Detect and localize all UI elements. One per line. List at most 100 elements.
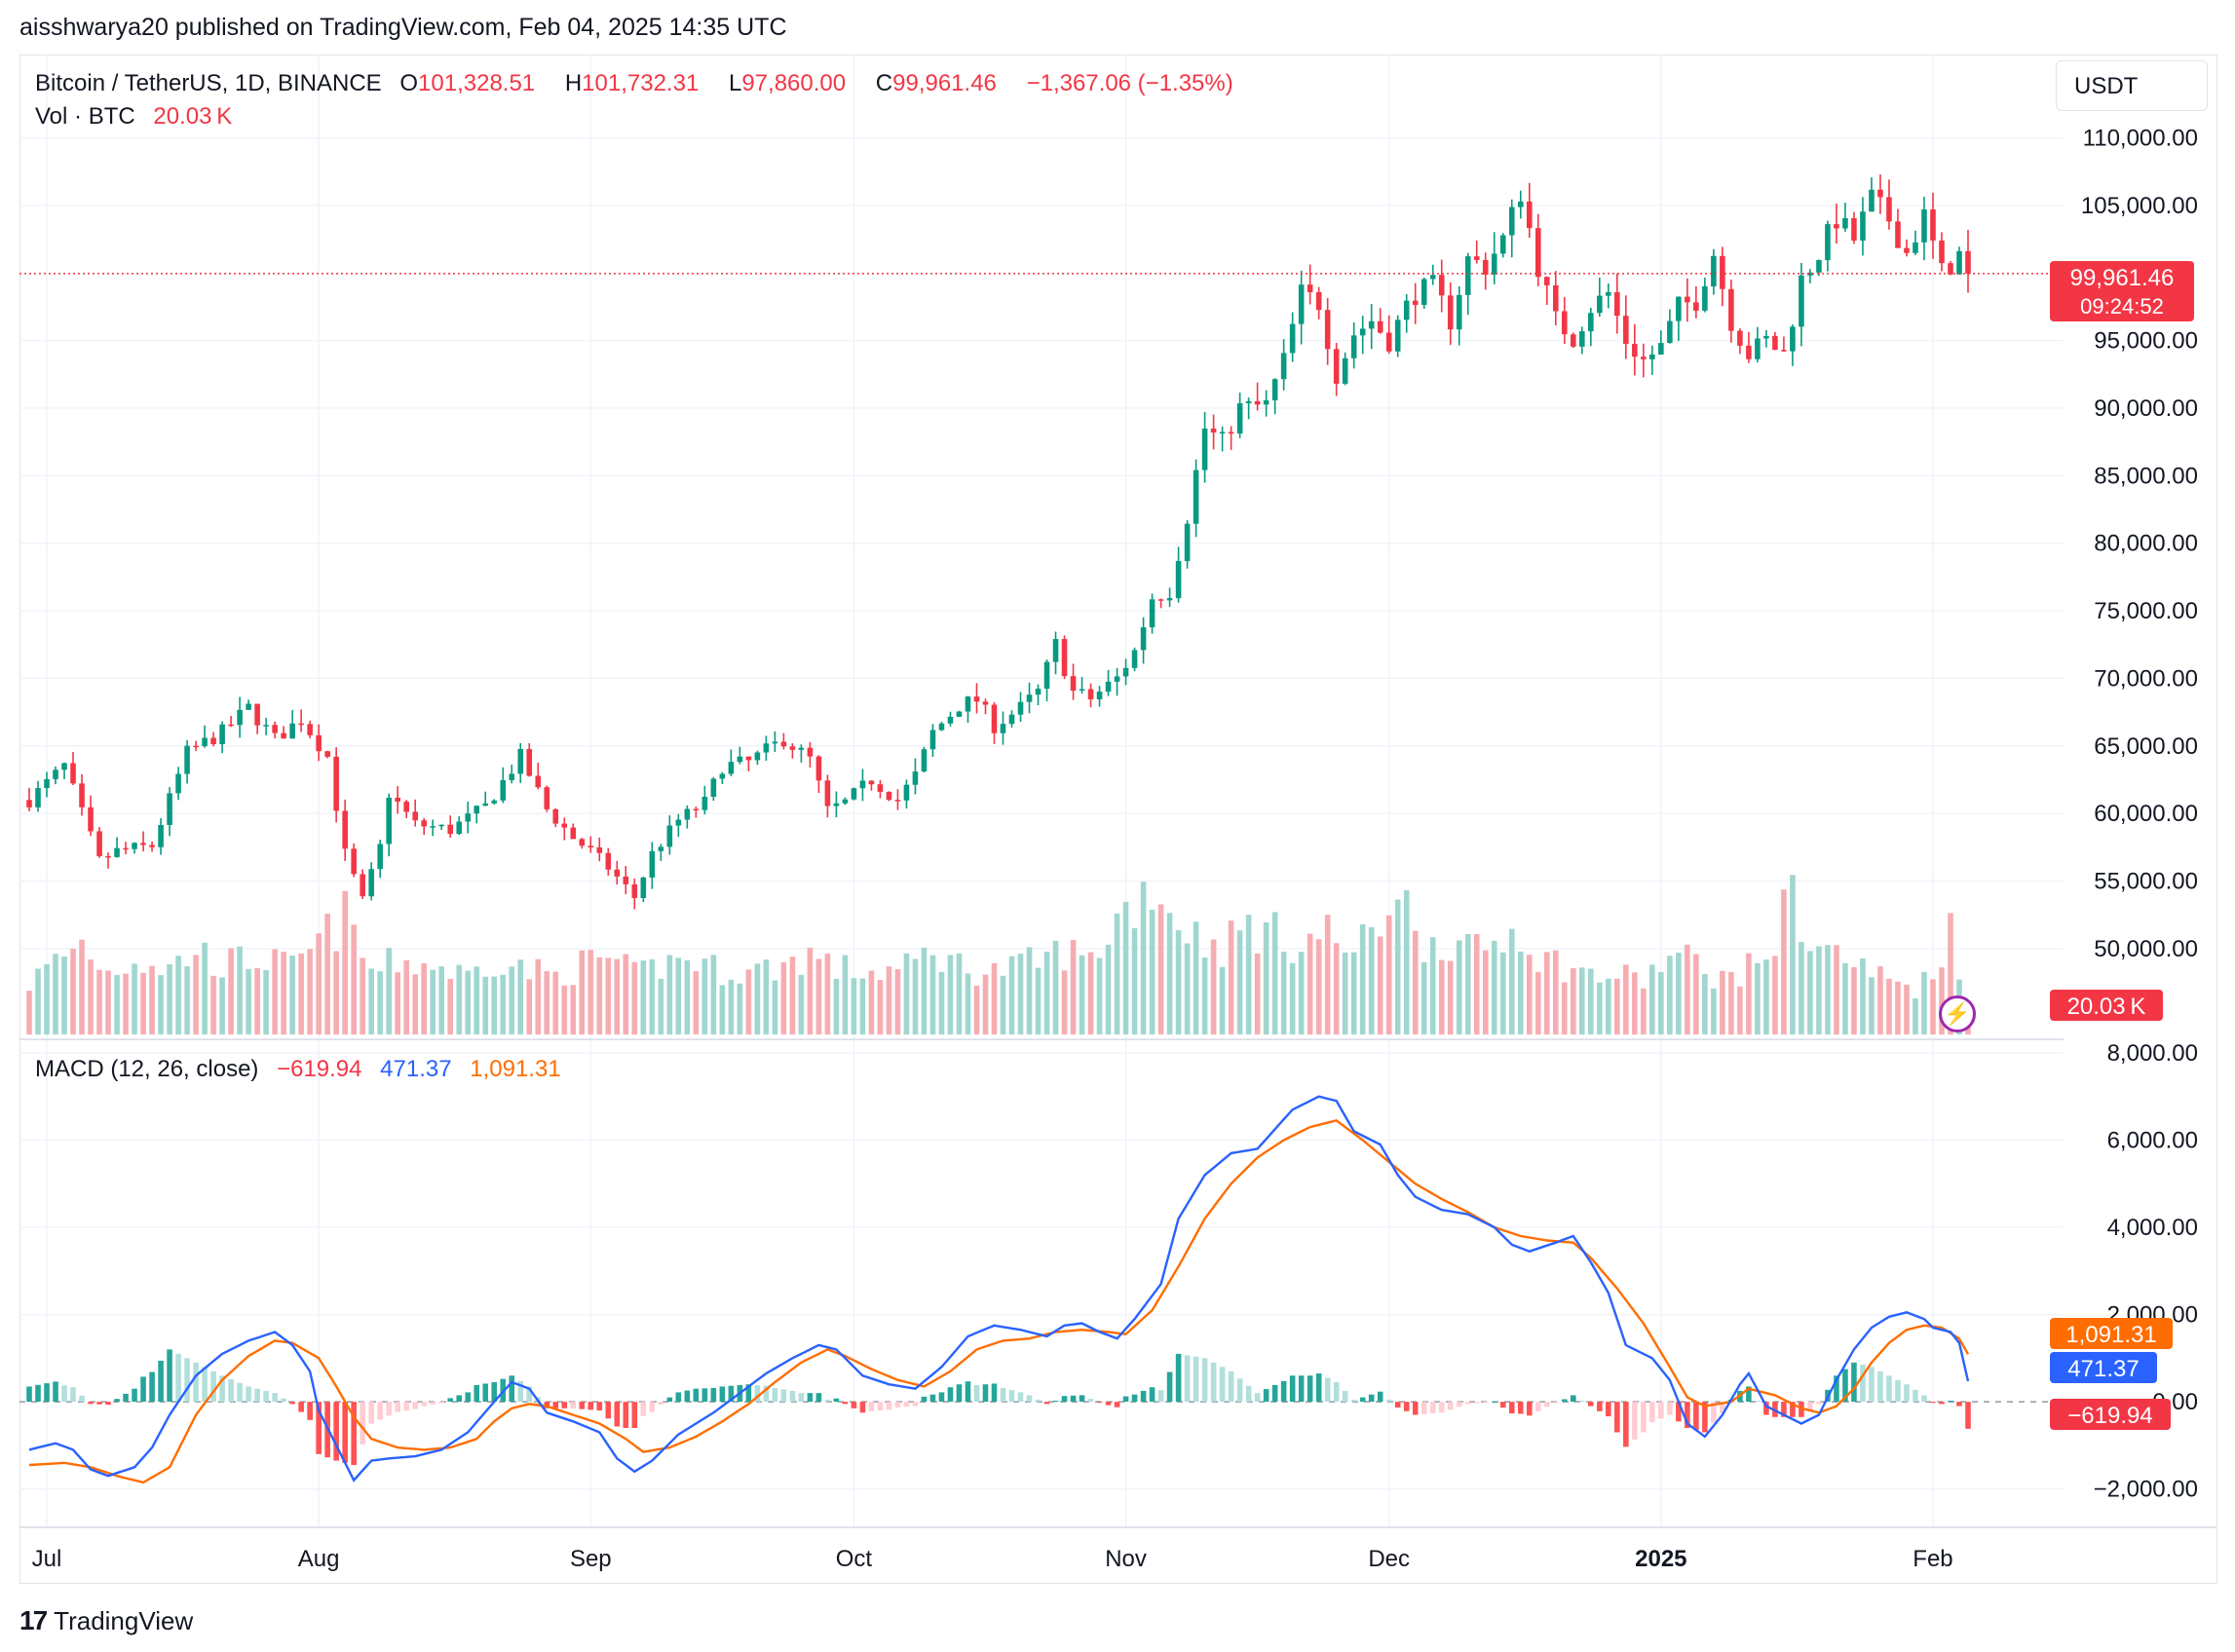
symbol-title[interactable]: Bitcoin / TetherUS, 1D, BINANCE	[35, 70, 382, 96]
candle-body	[44, 778, 50, 789]
candle-body	[1228, 432, 1234, 434]
volume-bar	[912, 958, 919, 1034]
volume-label[interactable]: Vol · BTC	[35, 103, 135, 130]
candle-body	[579, 839, 586, 846]
macd-histogram-bar	[289, 1402, 295, 1405]
candle-body	[1956, 250, 1962, 275]
price-tick-label: 80,000.00	[2094, 531, 2198, 557]
last-price-badge-value: 99,961.46	[2070, 265, 2175, 291]
volume-bar	[991, 962, 998, 1034]
macd-histogram-bar	[824, 1399, 831, 1403]
volume-bar	[693, 971, 700, 1034]
candle-body	[1588, 313, 1594, 332]
currency-unit-button[interactable]: USDT	[2056, 60, 2208, 111]
candle-body	[1087, 689, 1094, 699]
volume-bar	[1543, 952, 1550, 1034]
macd-histogram-bar	[1280, 1380, 1287, 1403]
candle-body	[1070, 676, 1077, 691]
macd-histogram-bar	[886, 1402, 892, 1410]
macd-histogram-bar	[202, 1367, 208, 1403]
volume-bar	[1939, 967, 1945, 1034]
macd-histogram-bar	[596, 1402, 603, 1411]
macd-histogram-bar	[263, 1390, 269, 1403]
candle-body	[1571, 334, 1576, 347]
macd-histogram-bar	[1000, 1387, 1006, 1403]
volume-bar	[1070, 939, 1077, 1034]
macd-histogram-bar	[193, 1362, 199, 1403]
candle-body	[789, 746, 796, 750]
macd-histogram-bar	[754, 1384, 761, 1403]
change-value: −1,367.06 (−1.35%)	[1026, 70, 1233, 96]
macd-histogram-bar	[509, 1375, 515, 1403]
volume-bar	[465, 970, 472, 1034]
volume-bar	[1114, 913, 1120, 1034]
macd-label[interactable]: MACD (12, 26, close)	[35, 1056, 259, 1082]
macd-histogram-bar	[184, 1358, 190, 1403]
macd-histogram-bar	[851, 1402, 857, 1408]
close-label: C	[875, 70, 893, 96]
volume-bar	[973, 985, 980, 1034]
macd-histogram-bar	[877, 1402, 884, 1411]
volume-bar	[868, 970, 875, 1034]
volume-bar	[1043, 952, 1050, 1034]
price-tick-label: 90,000.00	[2094, 395, 2198, 422]
macd-tick-label: 4,000.00	[2107, 1215, 2198, 1241]
macd-histogram-bar	[140, 1376, 146, 1403]
macd-histogram-bar	[1562, 1399, 1568, 1403]
chart-frame[interactable]	[19, 55, 2217, 1584]
volume-bar	[842, 955, 849, 1034]
candle-body	[807, 747, 814, 757]
candle-body	[605, 852, 612, 870]
volume-bar	[1508, 928, 1515, 1034]
volume-bar	[535, 958, 542, 1034]
candle-body	[368, 869, 374, 897]
candle-body	[482, 803, 489, 807]
candle-body	[307, 724, 313, 735]
macd-histogram-bar	[1649, 1402, 1655, 1423]
macd-histogram-bar	[579, 1402, 586, 1409]
candle-body	[1324, 310, 1331, 350]
macd-histogram-bar	[167, 1349, 172, 1403]
volume-bar	[1641, 988, 1647, 1034]
lightning-icon[interactable]: ⚡	[1939, 995, 1976, 1032]
volume-bar	[1534, 971, 1541, 1034]
price-tick-label: 65,000.00	[2094, 733, 2198, 760]
volume-bar	[965, 973, 971, 1034]
price-tick-label: 70,000.00	[2094, 665, 2198, 692]
macd-histogram-bar	[333, 1402, 339, 1461]
candle-body	[851, 788, 857, 800]
macd-histogram-bar	[1579, 1401, 1585, 1403]
volume-bar	[1254, 953, 1261, 1034]
macd-histogram-bar	[175, 1353, 181, 1403]
volume-bar	[1904, 984, 1910, 1034]
macd-histogram-bar	[123, 1393, 129, 1403]
volume-bar	[228, 948, 234, 1034]
volume-bar	[1122, 901, 1129, 1034]
macd-histogram-bar	[728, 1385, 735, 1403]
candle-body	[833, 803, 840, 807]
candle-body	[1965, 250, 1971, 274]
volume-bar	[1394, 899, 1401, 1034]
candle-body	[859, 780, 866, 789]
macd-hist-badge-value: −619.94	[2067, 1403, 2152, 1429]
candle-body	[1061, 639, 1068, 677]
candle-body	[1482, 259, 1489, 275]
volume-bar	[254, 967, 260, 1034]
macd-signal-badge-value: 1,091.31	[2065, 1322, 2156, 1348]
volume-bar	[1517, 951, 1524, 1034]
macd-histogram-bar	[1860, 1365, 1866, 1403]
volume-bar	[1447, 960, 1454, 1034]
macd-histogram-bar	[982, 1384, 989, 1403]
macd-histogram-bar	[1886, 1375, 1892, 1403]
candle-body	[158, 824, 164, 847]
volume-bar	[851, 978, 857, 1034]
candle-body	[1385, 332, 1392, 352]
macd-histogram-bar	[1412, 1402, 1419, 1415]
volume-bar	[386, 948, 392, 1034]
candle-body	[1149, 599, 1155, 628]
volume-bar	[246, 968, 251, 1034]
macd-histogram-bar	[640, 1402, 647, 1416]
macd-histogram-bar	[360, 1402, 365, 1445]
volume-bar	[1377, 936, 1383, 1034]
